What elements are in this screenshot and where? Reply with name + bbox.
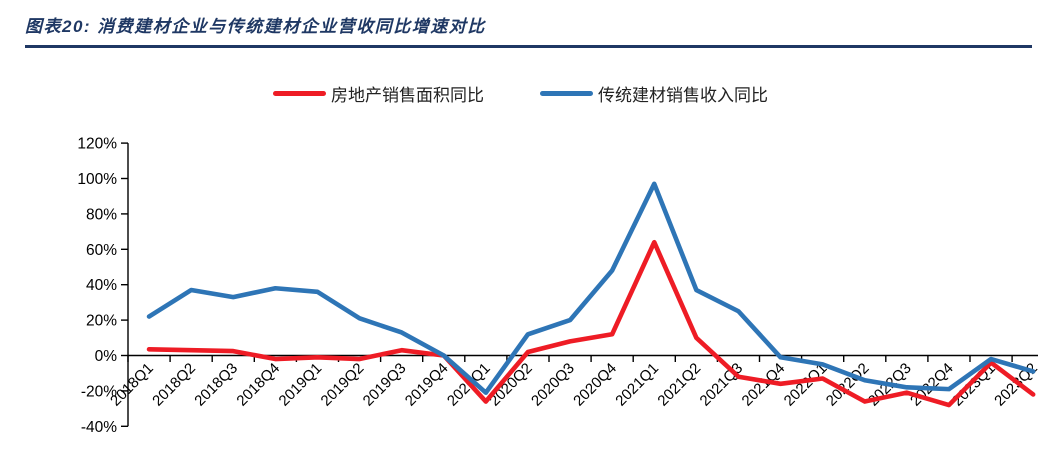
x-axis-tick-label: 2021Q3 (697, 360, 747, 410)
legend-label-real-estate-sales: 房地产销售面积同比 (331, 86, 484, 105)
x-axis-tick-label: 2018Q4 (233, 360, 283, 410)
legend-item-real-estate-sales: 房地产销售面积同比 (273, 81, 484, 106)
y-axis-tick-label: 20% (86, 313, 117, 330)
y-axis-tick-label: 80% (86, 206, 117, 223)
series-line-real-estate-sales-area (146, 239, 1036, 408)
y-axis-tick-label: 60% (86, 242, 117, 259)
x-axis-tick-label: 2020Q3 (528, 360, 578, 410)
x-axis-tick-label: 2019Q3 (360, 360, 410, 410)
legend-line-swatch-blue (540, 91, 593, 96)
x-axis-tick-label: 2018Q3 (191, 360, 241, 410)
legend-label-traditional-materials: 传统建材销售收入同比 (598, 86, 768, 105)
legend-line-swatch-red (273, 91, 326, 96)
x-axis-tick-label: 2021Q1 (612, 360, 662, 410)
chart-legend: 房地产销售面积同比 传统建材销售收入同比 (0, 81, 1041, 106)
x-axis-tick-label: 2019Q1 (276, 360, 326, 410)
x-axis-tick-label: 2019Q2 (318, 360, 368, 410)
figure-caption: 图表20: 消费建材企业与传统建材企业营收同比增速对比 (25, 17, 486, 36)
y-axis-tick-label: 40% (86, 277, 117, 294)
y-axis-tick-label: -40% (81, 419, 117, 436)
series-line-traditional-materials-revenue (146, 181, 1036, 395)
y-axis-tick-label: 120% (77, 136, 117, 153)
x-axis-tick-label: 2020Q4 (570, 360, 620, 410)
x-axis-tick-label: 2021Q2 (654, 360, 704, 410)
legend-item-traditional-materials: 传统建材销售收入同比 (540, 81, 768, 106)
y-axis-tick-label: 100% (77, 171, 117, 188)
y-axis-tick-label: -20% (81, 383, 117, 400)
y-axis-tick-label: 0% (95, 348, 118, 365)
x-axis-tick-label: 2018Q2 (149, 360, 199, 410)
x-axis-tick-label: 2019Q4 (402, 360, 452, 410)
caption-divider (25, 45, 1032, 48)
